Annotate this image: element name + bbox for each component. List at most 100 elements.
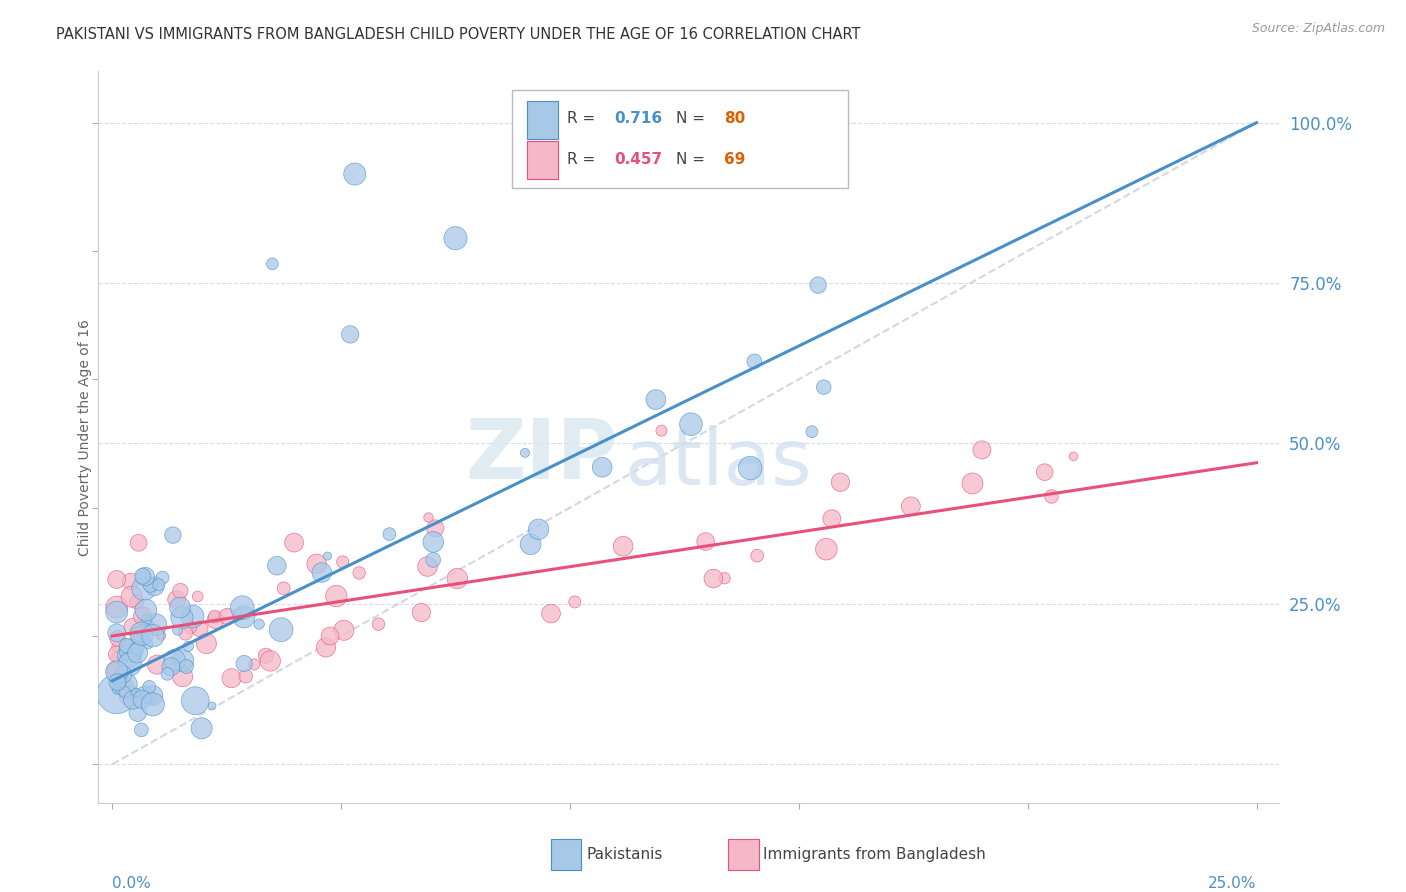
Text: PAKISTANI VS IMMIGRANTS FROM BANGLADESH CHILD POVERTY UNDER THE AGE OF 16 CORREL: PAKISTANI VS IMMIGRANTS FROM BANGLADESH …: [56, 27, 860, 42]
Point: [273, 582, 295, 596]
Point: [142, 629, 165, 643]
Point: [266, 558, 288, 573]
Point: [319, 629, 342, 643]
Point: [422, 553, 444, 567]
Text: 25.0%: 25.0%: [1208, 876, 1257, 891]
Point: [135, 603, 157, 617]
Point: [121, 620, 143, 634]
Point: [305, 557, 328, 571]
Point: [132, 582, 155, 596]
Point: [115, 639, 138, 653]
Text: R =: R =: [567, 111, 600, 126]
Point: [131, 692, 153, 706]
Text: 80: 80: [724, 111, 745, 126]
Point: [325, 589, 347, 603]
Point: [315, 640, 337, 655]
Text: ZIP: ZIP: [465, 415, 619, 496]
Point: [169, 583, 191, 598]
Point: [166, 592, 188, 607]
Point: [204, 613, 226, 627]
Text: N =: N =: [676, 152, 710, 167]
Text: 0.457: 0.457: [614, 152, 662, 167]
Point: [131, 569, 153, 583]
Point: [127, 646, 149, 660]
Point: [422, 535, 444, 549]
Point: [813, 380, 835, 394]
Point: [114, 685, 136, 699]
Point: [747, 549, 769, 563]
Point: [612, 539, 634, 553]
Point: [105, 664, 128, 678]
Point: [105, 649, 128, 664]
Point: [418, 510, 440, 524]
Point: [125, 686, 148, 700]
Point: [131, 631, 153, 645]
Point: [166, 624, 188, 638]
Point: [136, 637, 159, 651]
Text: 0.716: 0.716: [614, 111, 662, 126]
Text: 69: 69: [724, 152, 745, 167]
Point: [169, 600, 191, 615]
Point: [105, 605, 128, 619]
Point: [744, 354, 766, 368]
Text: Immigrants from Bangladesh: Immigrants from Bangladesh: [763, 847, 986, 863]
Point: [235, 669, 257, 683]
Point: [118, 657, 141, 672]
Point: [591, 460, 613, 475]
Point: [107, 632, 129, 646]
Point: [695, 534, 717, 549]
Point: [519, 537, 541, 551]
Point: [221, 671, 243, 685]
FancyBboxPatch shape: [512, 90, 848, 188]
Point: [254, 648, 277, 663]
Text: atlas: atlas: [624, 425, 811, 500]
Point: [163, 653, 186, 667]
Point: [128, 627, 150, 641]
Point: [513, 446, 536, 460]
Point: [283, 535, 305, 549]
Point: [148, 578, 170, 592]
Point: [142, 689, 165, 703]
Point: [411, 606, 433, 620]
Point: [425, 521, 447, 535]
Point: [713, 571, 735, 585]
Point: [176, 659, 198, 673]
Point: [830, 475, 852, 490]
Text: Pakistanis: Pakistanis: [586, 847, 662, 863]
Point: [190, 721, 212, 735]
Point: [120, 574, 142, 589]
Point: [527, 522, 550, 536]
Point: [172, 669, 194, 683]
Point: [367, 617, 389, 632]
Point: [138, 680, 160, 694]
Point: [243, 657, 266, 672]
Point: [181, 609, 204, 624]
Point: [134, 614, 156, 628]
Point: [152, 571, 174, 585]
Point: [172, 654, 194, 668]
Point: [105, 640, 128, 654]
Point: [170, 610, 193, 624]
Point: [343, 167, 366, 181]
Point: [201, 698, 224, 713]
Point: [970, 442, 993, 457]
Point: [139, 617, 162, 632]
Point: [259, 654, 281, 668]
Point: [740, 461, 762, 475]
Point: [217, 609, 239, 624]
Point: [311, 566, 333, 580]
Y-axis label: Child Poverty Under the Age of 16: Child Poverty Under the Age of 16: [77, 318, 91, 556]
Point: [378, 527, 401, 541]
Point: [177, 640, 200, 654]
Point: [540, 607, 562, 621]
Point: [347, 566, 370, 580]
Point: [650, 424, 672, 438]
Text: Source: ZipAtlas.com: Source: ZipAtlas.com: [1251, 22, 1385, 36]
Point: [146, 657, 169, 672]
Point: [134, 569, 156, 583]
Point: [679, 417, 702, 432]
Point: [1040, 490, 1063, 504]
Point: [105, 663, 128, 677]
Point: [125, 595, 148, 609]
Text: N =: N =: [676, 111, 710, 126]
